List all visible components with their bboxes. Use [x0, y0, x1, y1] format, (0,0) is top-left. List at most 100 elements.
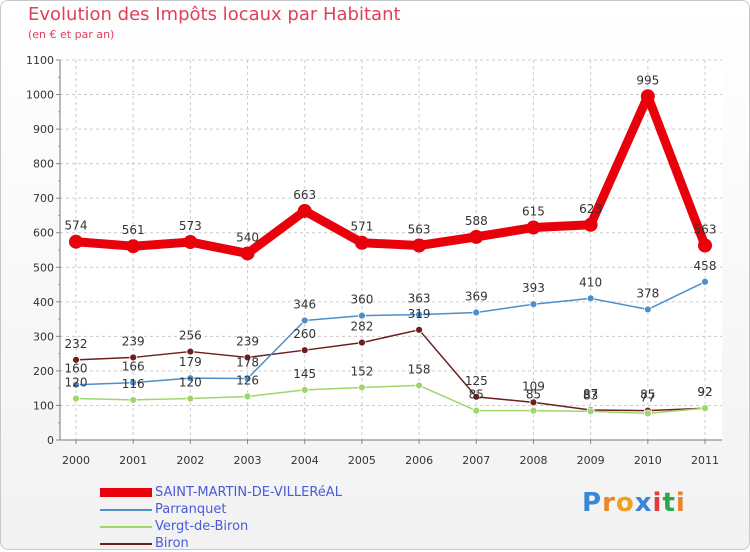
- data-point: [72, 394, 80, 403]
- data-label: 179: [179, 355, 202, 369]
- data-label: 393: [522, 281, 545, 295]
- plot-area: [60, 60, 722, 440]
- y-tick-label: 1100: [26, 54, 54, 67]
- legend-item: Parranquet: [100, 501, 342, 518]
- data-point: [243, 374, 252, 383]
- data-label: 178: [236, 356, 259, 370]
- x-tick-label: 2007: [462, 454, 490, 467]
- x-tick-label: 2001: [119, 454, 147, 467]
- data-point: [583, 217, 598, 232]
- legend-label: Parranquet: [155, 502, 227, 517]
- data-label: 573: [179, 219, 202, 233]
- data-label: 85: [469, 388, 484, 402]
- data-label: 126: [236, 373, 259, 387]
- data-label: 623: [579, 202, 602, 216]
- data-label: 571: [350, 220, 373, 234]
- y-tick-label: 400: [33, 296, 54, 309]
- data-label: 563: [694, 223, 717, 237]
- data-label: 152: [350, 364, 373, 378]
- data-point: [186, 347, 195, 356]
- data-point: [472, 392, 481, 401]
- data-label: 663: [293, 188, 316, 202]
- y-tick-label: 1000: [26, 89, 54, 102]
- legend: SAINT-MARTIN-DE-VILLERéAL Parranquet Vergt…: [100, 484, 342, 552]
- data-label: 563: [408, 223, 431, 237]
- y-tick-label: 800: [33, 158, 54, 171]
- y-tick-label: 500: [33, 261, 54, 274]
- data-point: [469, 229, 484, 244]
- data-label: 77: [640, 390, 655, 404]
- data-point: [526, 220, 541, 235]
- data-point: [354, 235, 369, 250]
- logo-letter: o: [615, 488, 635, 518]
- data-label: 458: [694, 259, 717, 273]
- data-label: 239: [236, 334, 259, 348]
- y-tick-label: 100: [33, 399, 54, 412]
- data-label: 360: [350, 293, 373, 307]
- data-point: [186, 374, 195, 383]
- legend-swatch: [100, 525, 152, 528]
- data-point: [643, 409, 652, 418]
- data-label: 256: [179, 329, 202, 343]
- y-tick-label: 900: [33, 123, 54, 136]
- x-tick-label: 2009: [577, 454, 605, 467]
- data-label: 166: [122, 360, 145, 374]
- proxiti-logo: Proxiti: [582, 488, 686, 518]
- data-label: 369: [465, 290, 488, 304]
- data-label: 995: [636, 73, 659, 87]
- data-label: 83: [583, 388, 598, 402]
- data-point: [529, 398, 538, 407]
- legend-label: Vergt-de-Biron: [155, 519, 249, 534]
- logo-letter: x: [634, 488, 653, 518]
- data-point: [240, 246, 255, 261]
- data-point: [472, 406, 481, 415]
- data-label: 239: [122, 334, 145, 348]
- legend-label: SAINT-MARTIN-DE-VILLERéAL: [155, 485, 342, 500]
- data-point: [640, 89, 655, 104]
- legend-item: Vergt-de-Biron: [100, 518, 342, 535]
- y-tick-label: 300: [33, 330, 54, 343]
- series-line-2: [75, 384, 706, 415]
- data-label: 260: [293, 327, 316, 341]
- data-label: 410: [579, 275, 602, 289]
- data-point: [412, 238, 427, 253]
- data-label: 540: [236, 230, 259, 244]
- data-label: 120: [65, 376, 88, 390]
- data-label: 160: [65, 362, 88, 376]
- data-label: 282: [350, 320, 373, 334]
- legend-swatch: [100, 488, 152, 497]
- logo-letter: P: [582, 488, 603, 518]
- data-point: [72, 380, 80, 389]
- data-point: [243, 353, 252, 362]
- data-point: [472, 308, 481, 317]
- data-point: [126, 239, 141, 254]
- data-label: 346: [293, 297, 316, 311]
- data-point: [415, 325, 423, 334]
- data-point: [701, 404, 709, 413]
- data-point: [643, 305, 652, 314]
- data-point: [586, 294, 595, 303]
- data-label: 615: [522, 205, 545, 219]
- data-label: 232: [65, 337, 88, 351]
- data-label: 85: [526, 388, 541, 402]
- data-point: [415, 381, 423, 390]
- legend-swatch: [100, 508, 152, 511]
- data-label: 378: [636, 286, 659, 300]
- y-tick-label: 0: [47, 434, 54, 447]
- data-point: [701, 277, 709, 286]
- data-label: 85: [640, 388, 655, 402]
- x-tick-label: 2005: [348, 454, 376, 467]
- logo-letter: i: [675, 488, 686, 518]
- y-tick-label: 200: [33, 365, 54, 378]
- data-point: [129, 353, 138, 362]
- data-point: [358, 338, 366, 347]
- data-point: [300, 386, 309, 394]
- data-point: [358, 383, 366, 392]
- y-tick-label: 700: [33, 192, 54, 205]
- data-point: [129, 396, 138, 404]
- data-point: [186, 394, 195, 403]
- legend-swatch: [100, 542, 152, 545]
- data-label: 116: [122, 377, 145, 391]
- legend-item: Biron: [100, 535, 342, 552]
